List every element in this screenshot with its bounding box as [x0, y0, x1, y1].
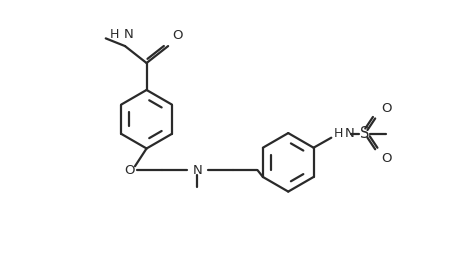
Text: N: N	[344, 127, 354, 140]
Text: N: N	[192, 163, 202, 177]
Text: O: O	[173, 29, 183, 42]
Text: N: N	[123, 29, 133, 41]
Text: H: H	[110, 29, 119, 41]
Text: S: S	[360, 126, 369, 141]
Text: O: O	[381, 102, 392, 115]
Text: O: O	[124, 163, 135, 177]
Text: O: O	[381, 152, 392, 165]
Text: H: H	[334, 127, 343, 140]
